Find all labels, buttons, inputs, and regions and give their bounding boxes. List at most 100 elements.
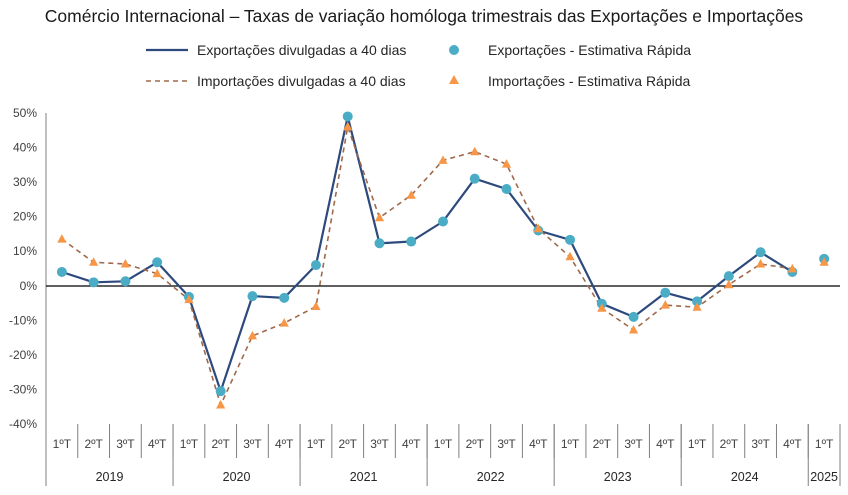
y-tick-label: -30% [9,382,37,396]
imports-estimate-point [756,259,766,268]
legend: Exportações divulgadas a 40 dias Exporta… [146,42,691,89]
y-tick-label: 30% [13,175,37,189]
imports-estimate-point [628,325,639,334]
exports-estimate-point [120,276,131,287]
y-tick-label: -10% [9,313,37,327]
exports-estimate-point [469,173,480,184]
exports-estimate-point [247,291,258,302]
chart-title: Comércio Internacional – Taxas de variaç… [45,6,804,26]
legend-exports-marker-label: Exportações - Estimativa Rápida [488,42,691,58]
year-label: 2022 [477,470,505,484]
y-tick-label: -40% [9,417,37,431]
imports-estimate-point [120,259,130,268]
x-tick-label: 4ºT [275,437,294,451]
exports-estimate-point [628,311,639,322]
imports-estimate-point [311,301,321,311]
exports-estimate-point [310,260,321,271]
imports-estimate-point [501,159,512,168]
imports-estimate-point [533,223,543,233]
x-tick-label: 1ºT [434,437,453,451]
exports-estimate-point [374,238,385,249]
x-tick-label: 2ºT [466,437,485,451]
axes: 50% 40% 30% 20% 10% 0% -10% -20% -30% -40% 1ºT 2ºT 3… [9,106,841,486]
x-tick-label: 3ºT [370,437,389,451]
imports-estimate-point [787,263,797,273]
x-tick-label: 3ºT [497,437,516,451]
imports-estimate-point [660,300,670,309]
exports-estimate-point [279,292,290,303]
imports-estimate-point [692,302,702,311]
x-tick-label: 1ºT [53,437,72,451]
imports-estimate-point [247,330,258,340]
exports-estimate-point [152,257,163,268]
legend-exports-marker-swatch [449,45,459,55]
imports-estimate-point [343,121,353,131]
exports-estimate-point [88,277,99,288]
year-label: 2024 [731,470,759,484]
imports-estimate-point [470,146,480,156]
imports-estimate-point [565,251,575,261]
x-tick-label: 1ºT [561,437,580,451]
x-tick-label: 1ºT [688,437,707,451]
exports-estimate-point [692,296,703,307]
x-tick-label: 3ºT [751,437,770,451]
imports-estimate-point [438,155,448,164]
imports-estimate-point [184,294,194,304]
year-label: 2021 [350,470,378,484]
series-exports-line [61,115,793,393]
legend-imports-line-label: Importações divulgadas a 40 dias [197,73,406,89]
plot-area [56,111,830,409]
x-tick-label: 4ºT [148,437,167,451]
x-tick-label: 3ºT [624,437,643,451]
x-tick-label: 2ºT [593,437,612,451]
y-tick-label: 40% [13,141,37,155]
year-label: 2023 [604,470,632,484]
year-label: 2025 [810,470,838,484]
exports-estimate-point [501,184,512,195]
x-tick-label: 2ºT [84,437,103,451]
y-tick-label: 50% [13,106,37,120]
exports-estimate-point [406,236,417,247]
y-tick-label: 10% [13,244,37,258]
x-tick-label: 1ºT [307,437,326,451]
y-tick-label: -20% [9,348,37,362]
x-tick-label: 2ºT [720,437,739,451]
exports-estimate-point [755,247,766,258]
legend-exports-line-label: Exportações divulgadas a 40 dias [197,42,406,58]
year-label: 2020 [223,470,251,484]
exports-estimate-point [215,386,226,397]
x-tick-label: 4ºT [783,437,802,451]
legend-imports-marker-label: Importações - Estimativa Rápida [488,73,691,89]
x-tick-label: 1ºT [815,437,834,451]
x-tick-label: 4ºT [402,437,421,451]
x-tick-label: 3ºT [243,437,262,451]
imports-estimate-point [89,257,99,266]
legend-imports-marker-swatch [449,75,459,84]
imports-estimate-point [819,257,829,266]
x-tick-label: 2ºT [211,437,230,451]
exports-estimate-point [438,216,448,227]
imports-estimate-point [279,318,289,327]
exports-estimate-point [342,111,353,122]
imports-estimate-point [406,190,416,199]
imports-estimate-point [57,234,67,243]
imports-estimate-point [216,399,226,409]
series-imports-line [61,126,793,406]
exports-estimate-point [565,234,576,245]
year-label: 2019 [96,470,124,484]
imports-estimate-point [374,212,385,222]
y-tick-label: 20% [13,210,37,224]
x-tick-label: 4ºT [656,437,675,451]
y-tick-label: 0% [20,279,38,293]
exports-estimate-point [723,271,734,282]
exports-estimate-point [660,287,671,298]
imports-estimate-point [724,279,734,289]
x-tick-label: 3ºT [116,437,135,451]
imports-estimate-point [597,303,607,312]
x-tick-label: 2ºT [339,437,358,451]
imports-estimate-point [152,268,162,278]
x-tick-label: 4ºT [529,437,548,451]
x-tick-label: 1ºT [180,437,199,451]
